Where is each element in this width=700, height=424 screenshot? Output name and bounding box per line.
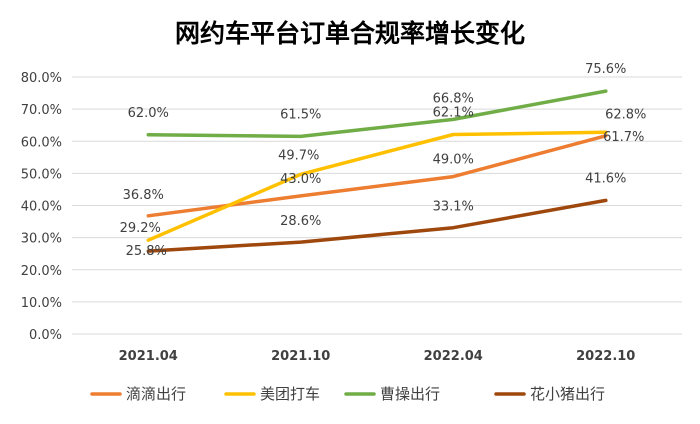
data-label: 36.8% <box>123 188 164 203</box>
y-tick-label: 70.0% <box>21 103 62 118</box>
legend-label: 美团打车 <box>260 385 320 403</box>
data-labels: 36.8% 43.0% 49.0% 61.7% 29.2% 49.7% 62.1% 62.8%… <box>120 62 647 259</box>
data-label: 62.0% <box>128 106 169 121</box>
legend-label: 花小猪出行 <box>530 385 605 403</box>
gridlines <box>72 76 682 335</box>
y-tick-label: 0.0% <box>29 328 62 343</box>
legend-label: 滴滴出行 <box>126 385 186 403</box>
y-tick-label: 50.0% <box>21 167 62 182</box>
y-tick-label: 30.0% <box>21 232 62 247</box>
data-label: 25.8% <box>126 244 167 259</box>
y-tick-label: 10.0% <box>21 296 62 311</box>
x-tick-label: 2021.10 <box>271 349 330 364</box>
chart-title: 网约车平台订单合规率增长变化 <box>175 19 525 48</box>
data-label: 61.5% <box>280 107 321 122</box>
x-tick-label: 2022.10 <box>576 349 635 364</box>
data-label: 66.8% <box>433 91 474 106</box>
legend-label: 曹操出行 <box>380 385 440 403</box>
y-axis-tick-labels: 0.0% 10.0% 20.0% 30.0% 40.0% 50.0% 60.0% 70.0% 8… <box>21 71 62 343</box>
data-label: 28.6% <box>280 214 321 229</box>
series-lines <box>146 89 608 253</box>
y-tick-label: 80.0% <box>21 71 62 86</box>
y-tick-label: 40.0% <box>21 200 62 215</box>
series-line <box>146 89 608 139</box>
data-label: 49.7% <box>278 148 319 163</box>
data-label: 62.8% <box>605 107 646 122</box>
x-tick-label: 2022.04 <box>424 349 483 364</box>
data-label: 41.6% <box>585 171 626 186</box>
y-tick-label: 60.0% <box>21 135 62 150</box>
series-line <box>146 198 608 253</box>
legend: 滴滴出行 美团打车 曹操出行 花小猪出行 <box>90 385 605 403</box>
data-label: 49.0% <box>433 153 474 168</box>
x-tick-label: 2021.04 <box>119 349 178 364</box>
y-tick-label: 20.0% <box>21 264 62 279</box>
data-label: 61.7% <box>603 130 644 145</box>
x-axis-tick-labels: 2021.04 2021.10 2022.04 2022.10 <box>119 349 636 364</box>
data-label: 62.1% <box>433 106 474 121</box>
data-label: 29.2% <box>120 221 161 236</box>
data-label: 43.0% <box>280 172 321 187</box>
series-line <box>146 134 608 218</box>
series-line <box>146 130 608 242</box>
data-label: 33.1% <box>433 200 474 215</box>
data-label: 75.6% <box>585 62 626 77</box>
